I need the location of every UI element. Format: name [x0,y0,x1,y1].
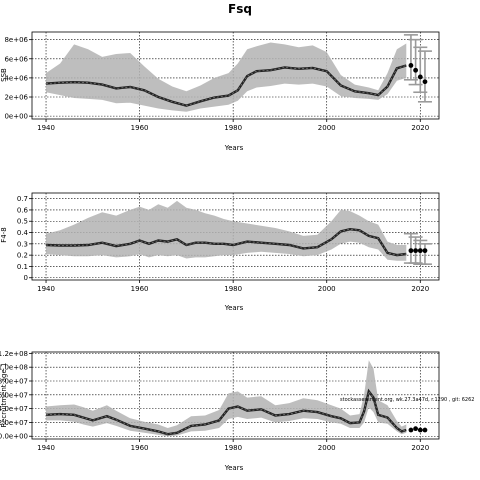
recruitment-recent-point [422,427,428,433]
ssb-y-tick-label: 4e+06 [4,74,28,82]
recruitment-plot-area [32,352,439,439]
ssb-confidence-band [46,42,407,112]
recruitment-confidence-band [46,360,407,437]
recruitment-recent-point [413,426,419,432]
ssb-x-axis-label: Years [224,144,244,152]
recruitment-y-axis-label: Recruitment age 1 [0,363,8,428]
f-y-tick-label: 0.6 [17,206,29,214]
recruitment-x-axis-label: Years [224,464,244,472]
f-y-axis-label: F4-8 [0,227,8,242]
f-y-tick-label: 0.2 [17,252,28,260]
recruitment-recent-point [408,427,414,433]
source-annotation: stockassessment.org, wk.27.3a47d, r.1290… [340,397,474,403]
recruitment-y-tick-label: 0.0e+00 [0,433,28,441]
f-x-tick-label: 1980 [224,285,242,293]
f-y-tick-label: 0.4 [17,229,29,237]
figure-title: Fsq [228,2,252,16]
f-plot-frame [31,192,440,281]
recruitment-plot-frame [31,351,440,440]
ssb-plot-area [32,32,439,119]
ssb-y-tick-label: 2e+06 [4,94,28,102]
f-plot-area [32,193,439,280]
ssb-x-tick-label: 1960 [131,124,149,132]
f-y-tick-label: 0 [24,274,28,282]
recruitment-recent-point [417,427,423,433]
f-x-axis-label: Years [224,304,244,312]
f-y-tick-label: 0.5 [17,218,28,226]
recruitment-x-tick-label: 1960 [131,444,149,452]
recruitment-panel: Years Recruitment age 1 stockassessment.… [0,350,474,472]
f-recent-point [417,248,423,254]
f-x-tick-label: 1960 [131,285,149,293]
ssb-x-tick-label: 2020 [411,124,429,132]
f-recent-point [413,248,419,254]
recruitment-x-tick-label: 1940 [37,444,55,452]
ssb-x-tick-label: 2000 [318,124,336,132]
f-y-tick-label: 0.7 [17,195,28,203]
ssb-y-tick-label: 0e+00 [4,113,28,121]
f-x-tick-label: 2000 [318,285,336,293]
f-y-tick-label: 0.3 [17,240,28,248]
f-confidence-band [46,200,407,261]
ssb-recent-point [413,67,419,73]
ssb-x-tick-label: 1980 [224,124,242,132]
recruitment-y-tick-label: 4.0e+07 [0,405,28,413]
recruitment-y-tick-label: 6.0e+07 [0,391,28,399]
recruitment-median-dash [45,390,407,435]
f-x-tick-label: 2020 [411,285,429,293]
recruitment-x-tick-label: 1980 [224,444,242,452]
recruitment-x-tick-label: 2000 [318,444,336,452]
f-recent-point [408,248,414,254]
ssb-panel: Years SSB 1940 1960 1980 2000 2020 0e+00 2e+06… [0,31,440,152]
ssb-y-tick-label: 6e+06 [4,55,28,63]
recruitment-y-tick-label: 8.0e+07 [0,378,28,386]
ssb-recent-point [417,74,423,80]
f-y-tick-label: 0.1 [17,263,28,271]
recruitment-y-tick-label: 2.0e+07 [0,419,28,427]
f-recent-point [422,248,428,254]
recruitment-y-tick-label: 1.0e+08 [0,364,28,372]
f-median-dash [45,228,407,256]
f-x-tick-label: 1940 [37,285,55,293]
ssb-recent-point [408,63,414,68]
ssb-plot-frame [31,31,440,120]
ssb-x-tick-label: 1940 [37,124,55,132]
ssb-recent-point [422,79,428,85]
ssb-y-axis-label: SSB [0,68,8,82]
ssb-y-tick-label: 8e+06 [4,36,28,44]
recruitment-y-tick-label: 1.2e+08 [0,350,28,358]
ssb-median-dash [45,65,407,107]
recruitment-x-tick-label: 2020 [411,444,429,452]
fishing-mortality-panel: Years F4-8 1940 1960 1980 2000 2020 0 0.1 0.2 0.… [0,192,440,312]
